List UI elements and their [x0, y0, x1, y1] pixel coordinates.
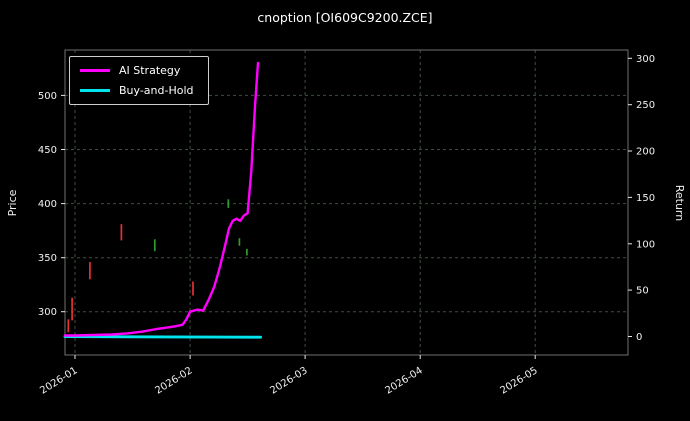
series-line-buy-and-hold [63, 335, 263, 339]
price-tick-label: 400 [38, 199, 57, 210]
return-tick-label: 200 [636, 147, 655, 158]
x-tick-label: 2026-02 [153, 365, 194, 396]
price-tick-label: 300 [38, 307, 57, 318]
x-tick-label: 2026-03 [268, 365, 309, 396]
return-tick-label: 0 [636, 332, 642, 343]
return-tick-label: 50 [636, 286, 649, 297]
price-tick-label: 350 [38, 253, 57, 264]
price-axis-label: Price [6, 189, 19, 216]
legend: AI Strategy Buy-and-Hold [69, 56, 209, 105]
legend-label-ai-strategy: AI Strategy [119, 64, 181, 77]
x-tick-label: 2026-05 [499, 365, 540, 396]
legend-label-buy-and-hold: Buy-and-Hold [119, 84, 194, 97]
return-tick-label: 100 [636, 239, 655, 250]
price-tick-label: 450 [38, 145, 57, 156]
return-tick-label: 150 [636, 193, 655, 204]
legend-swatch-ai-strategy [80, 69, 110, 72]
return-tick-label: 300 [636, 54, 655, 65]
price-tick-label: 500 [38, 91, 57, 102]
chart-title: cnoption [OI609C9200.ZCE] [257, 10, 432, 25]
plot-frame [64, 49, 629, 356]
legend-item-buy-and-hold: Buy-and-Hold [80, 85, 194, 96]
series-line-ai-strategy [63, 61, 260, 337]
return-axis-label: Return [673, 185, 686, 222]
x-tick-label: 2026-04 [384, 365, 425, 396]
return-tick-label: 250 [636, 100, 655, 111]
legend-item-ai-strategy: AI Strategy [80, 65, 194, 76]
x-tick-label: 2026-01 [38, 365, 79, 396]
legend-swatch-buy-and-hold [80, 89, 110, 92]
